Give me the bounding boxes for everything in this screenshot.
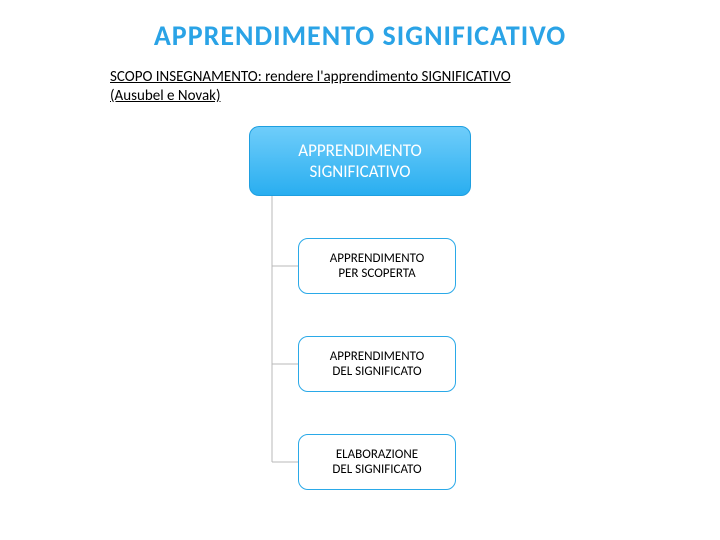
child-label: ELABORAZIONEDEL SIGNIFICATO [332,447,421,477]
page-title: APPRENDIMENTO SIGNIFICATIVO [0,18,720,53]
child-line1: APPRENDIMENTO [330,349,424,364]
title-text: APPRENDIMENTO SIGNIFICATIVO [154,18,566,53]
slide: APPRENDIMENTO SIGNIFICATIVO SCOPO INSEGN… [0,0,720,540]
diagram-child-node: APPRENDIMENTODEL SIGNIFICATO [298,336,456,392]
child-label: APPRENDIMENTOPER SCOPERTA [330,251,424,281]
diagram-child-node: ELABORAZIONEDEL SIGNIFICATO [298,434,456,490]
child-line2: DEL SIGNIFICATO [332,364,421,379]
root-line2: SIGNIFICATIVO [309,161,410,182]
root-line1: APPRENDIMENTO [298,140,422,161]
child-line2: PER SCOPERTA [338,266,415,281]
child-label: APPRENDIMENTODEL SIGNIFICATO [330,349,424,379]
subtitle-line1: SCOPO INSEGNAMENTO: rendere l'apprendime… [110,68,511,86]
diagram-child-node: APPRENDIMENTOPER SCOPERTA [298,238,456,294]
subtitle: SCOPO INSEGNAMENTO: rendere l'apprendime… [110,68,650,106]
subtitle-line2: (Ausubel e Novak) [110,87,221,106]
child-line1: ELABORAZIONE [336,447,418,462]
diagram-root-node: APPRENDIMENTO SIGNIFICATIVO [249,126,471,196]
child-line2: DEL SIGNIFICATO [332,462,421,477]
root-label: APPRENDIMENTO SIGNIFICATIVO [298,140,422,182]
child-line1: APPRENDIMENTO [330,251,424,266]
